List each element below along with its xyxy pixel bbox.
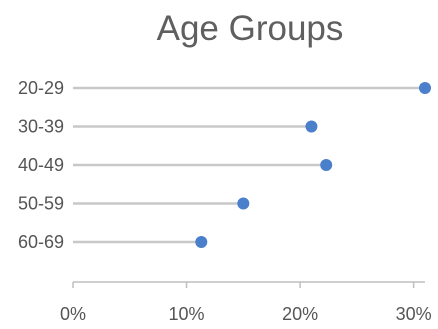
x-tick-label-10: 10% [169, 304, 205, 324]
point-60-69 [195, 236, 208, 248]
x-axis-ticks [72, 282, 415, 288]
x-tick-label-0: 0% [60, 304, 86, 324]
x-tick-label-30: 30% [396, 304, 432, 324]
point-50-59 [237, 197, 250, 210]
stems-layer [73, 86, 425, 244]
point-20-29 [419, 82, 431, 94]
point-40-49 [320, 159, 333, 171]
category-label-30-39: 30-39 [18, 117, 64, 137]
points-layer [195, 82, 431, 248]
category-label-60-69: 60-69 [18, 232, 64, 252]
chart-title: Age Groups [157, 9, 344, 48]
category-label-40-49: 40-49 [18, 155, 64, 175]
category-label-50-59: 50-59 [18, 194, 64, 214]
category-label-20-29: 20-29 [18, 78, 64, 98]
x-axis-tick-labels: 0% 10% 20% 30% [60, 304, 432, 324]
category-labels: 20-29 30-39 40-49 50-59 60-69 [18, 78, 64, 252]
x-tick-label-20: 20% [282, 304, 318, 324]
point-30-39 [305, 120, 318, 133]
